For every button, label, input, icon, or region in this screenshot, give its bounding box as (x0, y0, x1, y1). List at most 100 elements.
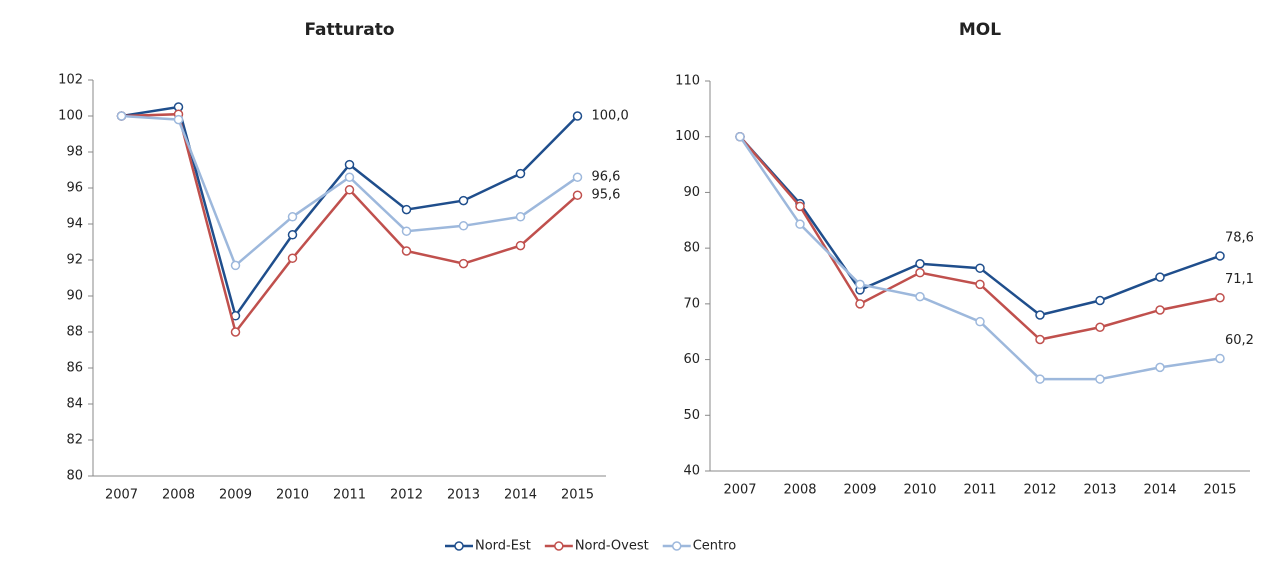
y-tick-label: 90 (66, 289, 83, 304)
point (173, 114, 184, 125)
point (1155, 305, 1165, 315)
point (458, 195, 469, 206)
point (915, 267, 925, 278)
chart-title: MOL (959, 20, 1001, 40)
point (1035, 310, 1045, 320)
point (855, 299, 865, 309)
point (572, 190, 583, 200)
point (1095, 374, 1105, 384)
x-tick-label: 2009 (219, 488, 252, 503)
point (515, 240, 526, 251)
value-label: 96,6 (592, 170, 621, 185)
point (1095, 322, 1105, 333)
y-tick-label: 98 (66, 145, 83, 160)
legend-marker (554, 541, 564, 551)
point (735, 131, 745, 142)
point (915, 258, 925, 269)
y-tick-label: 94 (66, 217, 83, 232)
value-label: 71,1 (1225, 272, 1254, 287)
x-tick-label: 2011 (963, 483, 996, 498)
y-tick-label: 80 (683, 241, 700, 256)
y-tick-label: 40 (683, 464, 700, 479)
y-tick-label: 50 (683, 408, 700, 423)
series-line (738, 136, 1221, 381)
point (458, 221, 469, 231)
point (975, 279, 985, 290)
x-tick-label: 2007 (105, 488, 138, 503)
x-tick-label: 2012 (1023, 483, 1056, 498)
series-line (739, 135, 1221, 341)
chart-title: Fatturato (304, 20, 394, 40)
point (915, 291, 925, 302)
y-tick-label: 70 (683, 296, 700, 311)
x-tick-label: 2014 (1143, 483, 1176, 498)
x-tick-label: 2008 (783, 483, 816, 498)
legend-label: Nord-Ovest (575, 539, 649, 554)
y-tick-label: 102 (58, 73, 83, 88)
y-tick-label: 110 (675, 74, 700, 89)
legend-label: Centro (693, 539, 736, 554)
point (287, 212, 298, 222)
point (1155, 272, 1165, 282)
y-tick-label: 100 (58, 109, 83, 124)
point (1035, 334, 1045, 345)
x-tick-label: 2010 (276, 488, 309, 503)
x-tick-label: 2015 (561, 488, 594, 503)
point (515, 168, 526, 179)
y-tick-label: 96 (66, 181, 83, 196)
point (344, 172, 355, 182)
value-label: 78,6 (1225, 230, 1254, 245)
point (344, 159, 355, 170)
value-label: 95,6 (592, 188, 621, 203)
point (975, 316, 985, 327)
y-tick-label: 88 (66, 325, 83, 340)
y-tick-label: 82 (66, 433, 83, 448)
legend-label: Nord-Est (475, 539, 531, 554)
point (116, 111, 127, 121)
point (795, 201, 805, 212)
series-line (121, 105, 579, 319)
point (287, 230, 298, 240)
point (572, 172, 583, 182)
y-tick-label: 84 (66, 397, 83, 412)
x-tick-label: 2007 (723, 483, 756, 498)
point (344, 185, 355, 195)
value-label: 60,2 (1225, 333, 1254, 348)
y-tick-label: 80 (66, 469, 83, 484)
point (855, 279, 865, 290)
x-tick-label: 2013 (1083, 483, 1116, 498)
point (975, 263, 985, 273)
point (515, 212, 526, 222)
x-tick-label: 2008 (162, 488, 195, 503)
x-tick-label: 2010 (903, 483, 936, 498)
x-tick-label: 2014 (504, 488, 537, 503)
point (1215, 353, 1225, 364)
y-tick-label: 92 (66, 253, 83, 268)
y-tick-label: 86 (66, 361, 83, 376)
point (287, 253, 298, 263)
point (401, 226, 412, 236)
point (1035, 374, 1045, 384)
point (401, 204, 412, 215)
point (1215, 251, 1225, 261)
y-tick-label: 90 (683, 185, 700, 200)
x-tick-label: 2013 (447, 488, 480, 503)
point (401, 246, 412, 256)
point (230, 327, 241, 337)
point (1155, 362, 1165, 373)
y-tick-label: 60 (683, 352, 700, 367)
legend-marker (454, 541, 464, 551)
x-tick-label: 2011 (333, 488, 366, 503)
x-tick-label: 2009 (843, 483, 876, 498)
point (230, 260, 241, 271)
value-label: 100,0 (592, 109, 629, 124)
x-tick-label: 2015 (1203, 483, 1236, 498)
y-tick-label: 100 (675, 129, 700, 144)
point (458, 258, 469, 269)
point (572, 111, 583, 121)
legend-marker (671, 541, 682, 551)
x-tick-label: 2012 (390, 488, 423, 503)
point (1095, 295, 1105, 306)
